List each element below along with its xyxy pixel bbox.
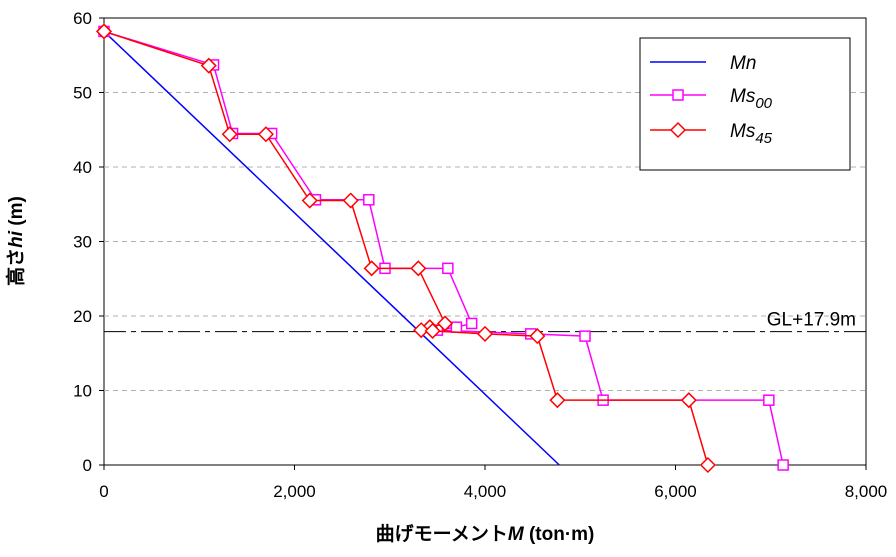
legend-label-ms45-sub: 45 (755, 130, 772, 147)
y-axis-title-unit: (m) (6, 196, 27, 231)
data-point-ms45 (410, 260, 427, 277)
data-point-ms45 (301, 192, 318, 209)
x-tick-label: 0 (99, 482, 108, 501)
legend-item-ms00: Ms00 (650, 86, 773, 112)
x-tick-label: 4,000 (464, 482, 507, 501)
data-point-ms45 (200, 57, 217, 74)
data-point-ms45 (680, 392, 697, 409)
data-point-ms45 (95, 23, 113, 40)
data-point-ms45 (363, 260, 380, 277)
x-tick-label: 6,000 (654, 482, 697, 501)
legend: Mn Ms00 Ms45 (639, 37, 851, 171)
data-point-ms45 (699, 456, 716, 474)
legend-label-mn: Mn (730, 53, 756, 74)
data-point-ms00 (763, 394, 775, 406)
legend-label-ms00-sub: 00 (755, 95, 772, 112)
legend-marker-ms45 (669, 121, 687, 139)
data-point-ms45 (221, 126, 238, 143)
y-axis-title-main: 高さ (4, 248, 27, 286)
data-point-ms00 (450, 321, 463, 333)
data-point-ms45 (424, 322, 441, 339)
x-tick-label: 8,000 (845, 482, 888, 501)
y-axis-title: 高さhi (m) (4, 196, 27, 286)
data-point-ms00 (442, 262, 454, 275)
x-axis-title-var: M (508, 524, 525, 545)
series-layer (95, 23, 789, 474)
y-tick-label: 30 (73, 233, 92, 252)
legend-label-mn-main: Mn (730, 53, 756, 74)
series-line-mn (103, 30, 560, 466)
y-axis-title-var: hi (6, 230, 27, 248)
x-axis-title-unit: (ton·m) (524, 524, 595, 545)
data-point-ms00 (465, 317, 478, 330)
y-tick-label: 0 (83, 456, 92, 475)
x-axis-ticks: 0 2,000 4,000 6,000 8,000 (99, 465, 887, 501)
y-tick-label: 60 (73, 9, 92, 28)
y-tick-label: 50 (73, 84, 92, 103)
legend-label-ms00: Ms00 (730, 86, 773, 112)
legend-label-ms45-main: Ms (730, 121, 756, 142)
data-point-ms45 (413, 322, 430, 339)
data-point-ms00 (777, 459, 789, 471)
y-tick-label: 10 (73, 382, 92, 401)
data-point-ms45 (342, 192, 359, 209)
data-point-ms45 (549, 392, 566, 409)
x-axis-title: 曲げモーメントM (ton·m) (376, 523, 595, 545)
legend-item-ms45: Ms45 (650, 121, 773, 147)
x-axis-title-main: 曲げモーメント (376, 523, 508, 545)
data-point-ms00 (363, 194, 375, 206)
legend-box (639, 37, 851, 171)
y-tick-label: 40 (73, 158, 92, 177)
data-point-ms45 (436, 315, 454, 332)
data-point-ms45 (257, 126, 274, 143)
y-axis-ticks: 0 10 20 30 40 50 60 (73, 9, 104, 475)
legend-marker-ms00 (672, 89, 684, 101)
legend-label-ms45: Ms45 (730, 121, 773, 147)
legend-item-mn: Mn (650, 53, 756, 74)
data-point-ms00 (579, 330, 591, 342)
legend-label-ms00-main: Ms (730, 86, 756, 107)
reference-line-label: GL+17.9m (767, 310, 856, 331)
data-point-ms45 (529, 328, 546, 345)
x-tick-label: 2,000 (273, 482, 316, 501)
y-tick-label: 20 (73, 307, 92, 326)
data-point-ms45 (476, 325, 494, 342)
